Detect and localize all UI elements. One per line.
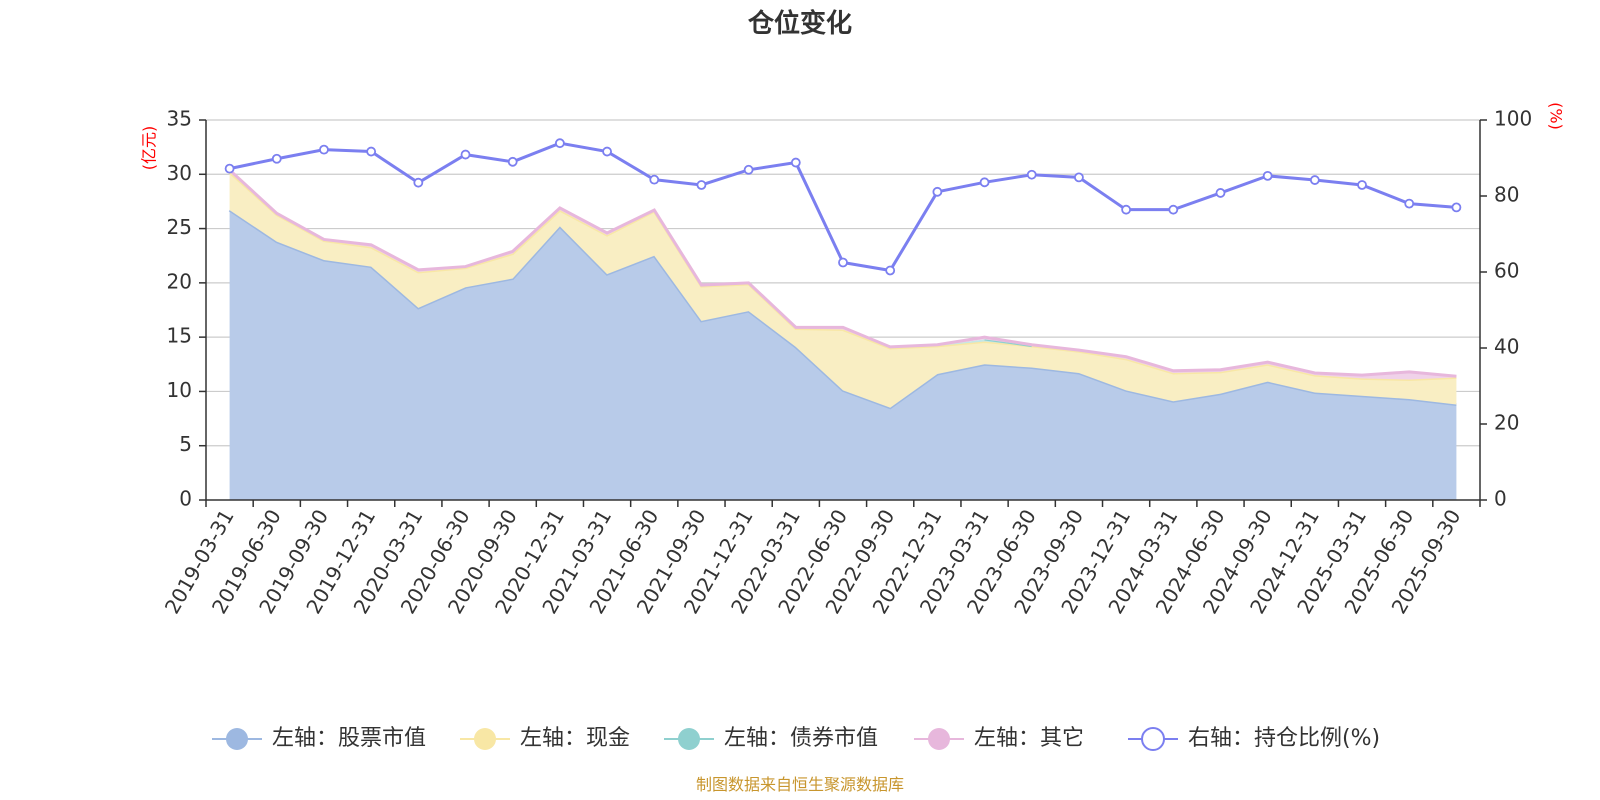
area-1 xyxy=(229,172,1457,408)
ratio-point xyxy=(507,156,518,167)
right-axis-tick-label: 40 xyxy=(1494,335,1519,359)
ratio-point xyxy=(1451,202,1462,213)
legend-swatch-marker-3 xyxy=(928,728,950,750)
left-axis-tick-label: 0 xyxy=(179,487,192,511)
ratio-point xyxy=(1309,175,1320,185)
right-axis-tick-label: 100 xyxy=(1494,107,1532,131)
legend-label-0: 左轴：股票市值 xyxy=(272,726,426,751)
stacked-areas xyxy=(228,168,1457,500)
legend-label-3: 左轴：其它 xyxy=(974,726,1084,751)
right-axis-tick-label: 0 xyxy=(1494,487,1507,511)
area-line-3 xyxy=(228,168,1457,378)
ratio-point xyxy=(554,138,565,149)
ratio-point xyxy=(790,157,801,168)
area-0 xyxy=(229,210,1457,500)
left-axis-unit: (亿元) xyxy=(140,126,159,171)
ratio-point xyxy=(460,149,471,160)
legend-label-4: 右轴：持仓比例(%) xyxy=(1188,726,1380,751)
position-ratio-line xyxy=(224,138,1462,276)
ratio-point xyxy=(838,257,848,268)
ratio-point xyxy=(649,174,660,185)
ratio-point xyxy=(366,146,377,157)
right-axis-tick-label: 80 xyxy=(1494,183,1519,207)
right-axis-unit: (%) xyxy=(1547,102,1566,130)
chart-title: 仓位变化 xyxy=(747,8,852,39)
legend-label-2: 左轴：债券市值 xyxy=(724,726,878,751)
left-axis-tick-label: 30 xyxy=(167,161,192,185)
ratio-point xyxy=(1074,172,1084,183)
data-source-note: 制图数据来自恒生聚源数据库 xyxy=(696,775,904,794)
ratio-point xyxy=(1215,188,1226,198)
left-axis-tick-label: 5 xyxy=(179,432,192,456)
right-axis-tick-label: 60 xyxy=(1494,259,1519,283)
legend-swatch-marker-1 xyxy=(474,728,496,750)
ratio-point xyxy=(696,180,707,190)
ratio-point xyxy=(1121,204,1132,215)
left-axis-tick-label: 20 xyxy=(167,269,192,293)
left-axis-tick-label: 25 xyxy=(167,215,192,239)
ratio-point xyxy=(602,146,612,157)
ratio-point xyxy=(1262,170,1273,181)
ratio-point xyxy=(932,186,943,197)
ratio-point xyxy=(1357,180,1367,190)
left-axis-tick-label: 15 xyxy=(167,324,192,348)
legend-swatch-marker-4 xyxy=(1141,727,1165,751)
legend: 左轴：股票市值 左轴：现金 左轴：债券市值 左轴：其它 右轴：持仓比例(%) xyxy=(212,726,1380,751)
ratio-point xyxy=(413,177,424,188)
ratio-point xyxy=(271,153,282,164)
left-axis-tick-label: 10 xyxy=(167,378,192,402)
left-axis-tick-label: 35 xyxy=(167,107,192,131)
ratio-point xyxy=(1168,204,1179,215)
ratio-point xyxy=(224,163,235,174)
ratio-point xyxy=(885,265,896,276)
legend-swatch-marker-0 xyxy=(226,728,248,750)
ratio-point xyxy=(1404,198,1415,209)
ratio-point xyxy=(1026,169,1037,180)
legend-swatch-marker-2 xyxy=(678,728,700,750)
ratio-point xyxy=(979,177,990,188)
ratio-line xyxy=(229,141,1457,273)
right-axis-tick-label: 20 xyxy=(1494,411,1519,435)
legend-label-1: 左轴：现金 xyxy=(520,726,630,751)
ratio-point xyxy=(319,144,329,155)
ratio-point xyxy=(743,164,754,175)
